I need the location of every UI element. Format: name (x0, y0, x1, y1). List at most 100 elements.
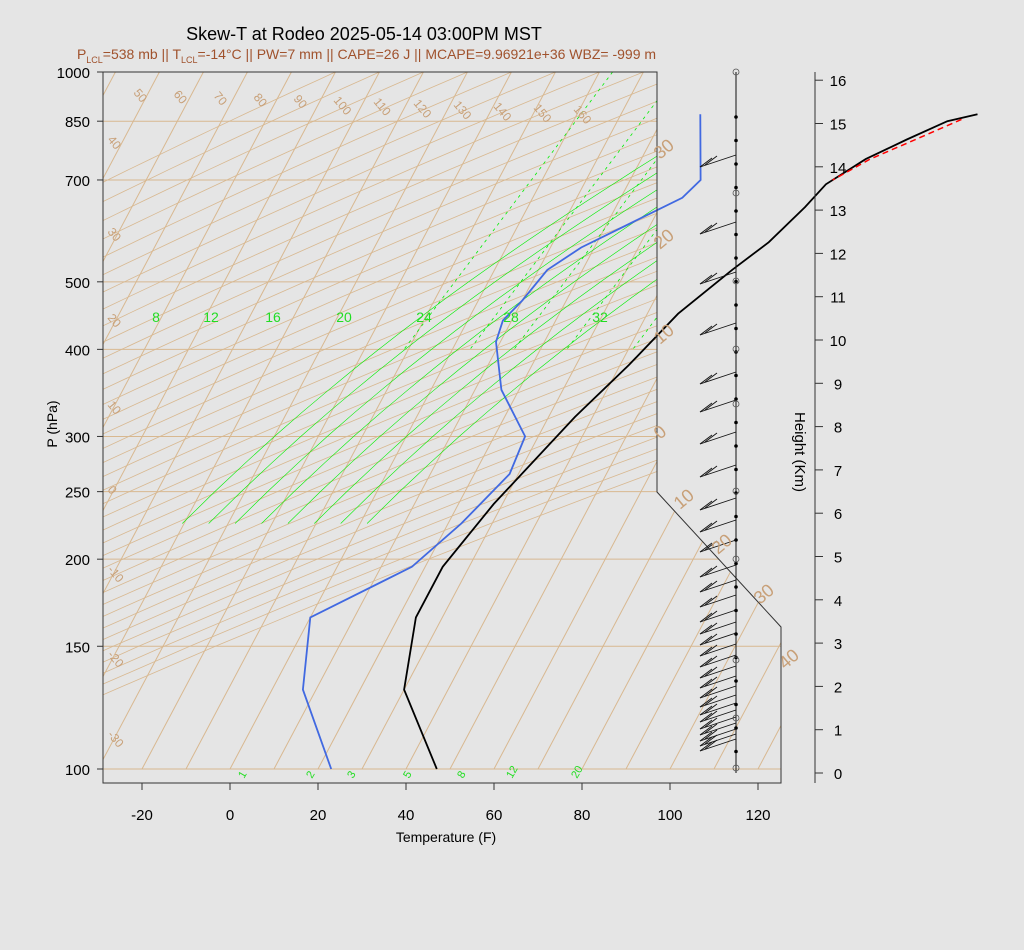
barb-dot (734, 326, 738, 331)
barb-dot (734, 373, 738, 378)
wind-barb-feather (704, 520, 718, 531)
wind-barb-feather (699, 624, 713, 635)
wind-barb (699, 431, 737, 445)
mixing-ratio-label: 5 (401, 769, 414, 780)
isotherm-line (103, 72, 432, 770)
wind-barb-feather (704, 610, 718, 621)
wind-barb (699, 322, 737, 336)
dry-adiabat (103, 72, 413, 770)
dry-adiabat (103, 72, 781, 770)
wind-barb (699, 539, 737, 553)
y-tick-label: 400 (65, 342, 90, 359)
barb-dot (734, 585, 738, 589)
isotherm-line (273, 72, 652, 770)
mixing-ratio-label: 20 (569, 764, 586, 781)
height-tick-label: 15 (830, 117, 847, 134)
wind-barb (699, 609, 737, 623)
dry-adiabat (103, 72, 770, 770)
isotherm-line (0, 57, 79, 769)
dry-adiabat (103, 72, 781, 770)
wind-barb-feather (699, 688, 713, 699)
dry-adiabat (103, 72, 781, 770)
wind-barb-feather (699, 325, 713, 336)
barb-circle (732, 764, 740, 772)
y-tick-label: 700 (65, 173, 90, 190)
x-tick-label: 40 (398, 807, 415, 824)
isotherm-line (934, 57, 1024, 769)
wind-barb-feather (699, 612, 713, 623)
wind-barb-feather (704, 498, 718, 509)
wind-barb (699, 579, 737, 593)
barb-dot (734, 303, 738, 307)
dry-adiabat (103, 72, 681, 770)
moist-adiabat-label: 32 (592, 309, 608, 325)
wind-barb-feather (704, 565, 718, 576)
wind-barb (699, 716, 737, 730)
isotherm-line (978, 57, 1024, 769)
wind-barb (699, 694, 737, 708)
wind-barb-feather (699, 542, 713, 553)
wind-barb-feather (704, 686, 718, 697)
wind-barb (699, 221, 737, 235)
plot-frame (102, 71, 782, 784)
wind-barb-feather (704, 703, 718, 714)
wind-barb (699, 594, 737, 608)
wind-barb-feather (704, 580, 718, 591)
barb-circle (732, 277, 740, 285)
wind-barb-feather (704, 655, 718, 666)
barb-dot (734, 162, 738, 166)
wind-barb-feather (699, 402, 713, 413)
y-tick-label: 1000 (57, 65, 90, 82)
dry-adiabat (103, 72, 781, 770)
wind-barb-feather (699, 719, 713, 730)
wind-barb-feather (704, 723, 718, 734)
wind-barb-feather (699, 712, 713, 723)
wind-barb-feather (699, 374, 713, 385)
wind-barb-feather (699, 274, 713, 285)
dry-adiabat (103, 72, 781, 770)
barb-circle (732, 656, 740, 664)
height-tick-label: 1 (834, 723, 842, 740)
wind-barb (699, 722, 737, 736)
dry-adiabat (103, 72, 781, 770)
series-temperature (403, 113, 978, 770)
isotherm-line (103, 72, 256, 770)
barb-dot (734, 467, 738, 472)
isotherm-line (890, 57, 1024, 769)
wind-barb-feather (704, 465, 718, 476)
wind-barb (699, 728, 737, 742)
wind-barb-feather (704, 400, 718, 411)
series-parcel (832, 118, 962, 181)
wind-barb-feather (699, 635, 713, 646)
height-tick-label: 13 (830, 203, 847, 220)
wind-barb-feather (699, 467, 713, 478)
moist-adiabat-label: 16 (265, 309, 281, 325)
wind-barb (699, 632, 737, 646)
dry-adiabat (103, 72, 781, 770)
x-tick-label: -20 (131, 807, 153, 824)
wind-barb (699, 497, 737, 511)
wind-barb-feather (699, 657, 713, 668)
isotherm-line (103, 72, 168, 770)
mixing-ratio-line (760, 72, 781, 350)
dry-adiabat (103, 72, 781, 770)
wind-barb-feather (699, 157, 713, 168)
barb-dot (734, 749, 738, 754)
height-tick-label: 3 (834, 636, 842, 653)
y-tick-label: 250 (65, 485, 90, 502)
barb-circle (732, 555, 740, 563)
barb-circle (732, 68, 740, 76)
wind-barb-feather (704, 323, 718, 334)
dry-adiabat (103, 72, 781, 770)
height-axis-label: Height (Km) (791, 412, 808, 492)
wind-barb-feather (704, 222, 718, 233)
y-tick-label: 150 (65, 639, 90, 656)
wind-barb-feather (704, 633, 718, 644)
dry-adiabat (103, 72, 726, 770)
y-tick-label: 300 (65, 429, 90, 446)
wind-barb-feather (699, 522, 713, 533)
moist-adiabat-label: 8 (152, 309, 160, 325)
mixing-ratio-label: 3 (345, 769, 358, 780)
barb-dot (734, 420, 738, 425)
wind-barb-feather (704, 595, 718, 606)
